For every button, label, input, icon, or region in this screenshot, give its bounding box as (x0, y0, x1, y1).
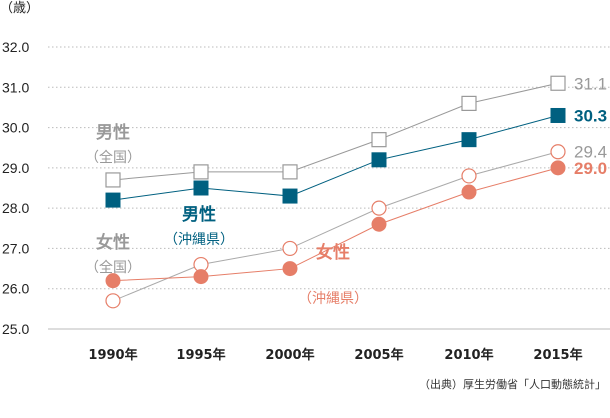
point-male_okinawa (105, 192, 121, 208)
point-female_okinawa (371, 216, 387, 232)
point-male_okinawa (282, 188, 298, 204)
y-tick-label: 28.0 (2, 200, 29, 216)
end-label-male_okinawa: 30.3 (574, 106, 607, 125)
point-female_okinawa (193, 269, 209, 285)
y-axis-label: （歳） (0, 1, 39, 16)
label-male-national-main: 男性 (96, 122, 130, 143)
point-male_national (550, 75, 566, 91)
x-tick-label: 2015年 (533, 347, 582, 363)
end-label-male_national: 31.1 (574, 74, 607, 93)
point-female_national (371, 200, 387, 216)
x-tick-label: 2005年 (354, 347, 403, 363)
grid-lines (48, 46, 610, 330)
point-female_okinawa (461, 184, 477, 200)
point-male_okinawa (461, 132, 477, 148)
end-labels: 31.1 30.3 29.429.0 (574, 74, 607, 178)
series-group (105, 75, 566, 309)
x-tick-label: 2010年 (444, 347, 493, 363)
series-line-male_national (112, 82, 559, 181)
point-female_okinawa (282, 261, 298, 277)
point-female_okinawa (550, 160, 566, 176)
point-male_national (371, 132, 387, 148)
point-female_national (282, 240, 298, 257)
point-male_okinawa (371, 152, 387, 168)
label-male-okinawa-main: 男性 (182, 204, 216, 225)
y-tick-label: 30.0 (2, 120, 29, 136)
end-label-female_national: 29.4 (574, 143, 607, 162)
point-female_national (105, 293, 121, 309)
point-male_national (105, 172, 121, 188)
x-tick-label: 1990年 (88, 347, 137, 363)
source-note: （出典）厚生労働省「人口動態統計」 (419, 377, 606, 391)
y-tick-label: 26.0 (2, 281, 29, 297)
series-line-male_okinawa (112, 115, 559, 201)
point-female_national (550, 144, 566, 160)
end-label-female_okinawa: 29.0 (574, 159, 607, 178)
y-tick-label: 27.0 (2, 240, 29, 256)
x-tick-label: 1995年 (176, 347, 225, 363)
y-tick-label: 29.0 (2, 160, 29, 176)
label-male-okinawa-sub: （沖縄県） (164, 232, 234, 248)
x-tick-label: 2000年 (265, 347, 314, 363)
y-axis-ticks: 32.0 31.0 30.0 29.0 28.0 27.0 26.0 25.0 (2, 39, 29, 337)
y-tick-label: 31.0 (2, 79, 29, 95)
point-female_okinawa (105, 273, 121, 289)
label-female-okinawa-main: 女性 (316, 242, 350, 263)
point-male_okinawa (193, 180, 209, 196)
y-tick-label: 32.0 (2, 39, 29, 55)
series-line-female_national (112, 151, 559, 302)
x-axis-ticks: 1990年 1995年 2000年 2005年 2010年 2015年 (88, 347, 582, 363)
point-male_national (461, 95, 477, 112)
label-male-national-sub: （全国） (85, 149, 141, 166)
label-female-national-main: 女性 (96, 232, 130, 253)
point-female_national (461, 168, 477, 184)
series-line-female_okinawa (112, 167, 559, 282)
series-labels: 男性 （全国） 男性 （沖縄県） 女性 （全国） 女性 （沖縄県） (85, 122, 368, 307)
point-male_national (282, 164, 298, 180)
point-male_okinawa (550, 107, 566, 123)
point-male_national (193, 164, 209, 180)
label-female-national-sub: （全国） (85, 259, 141, 276)
y-tick-label: 25.0 (2, 321, 29, 337)
label-female-okinawa-sub: （沖縄県） (298, 291, 368, 307)
